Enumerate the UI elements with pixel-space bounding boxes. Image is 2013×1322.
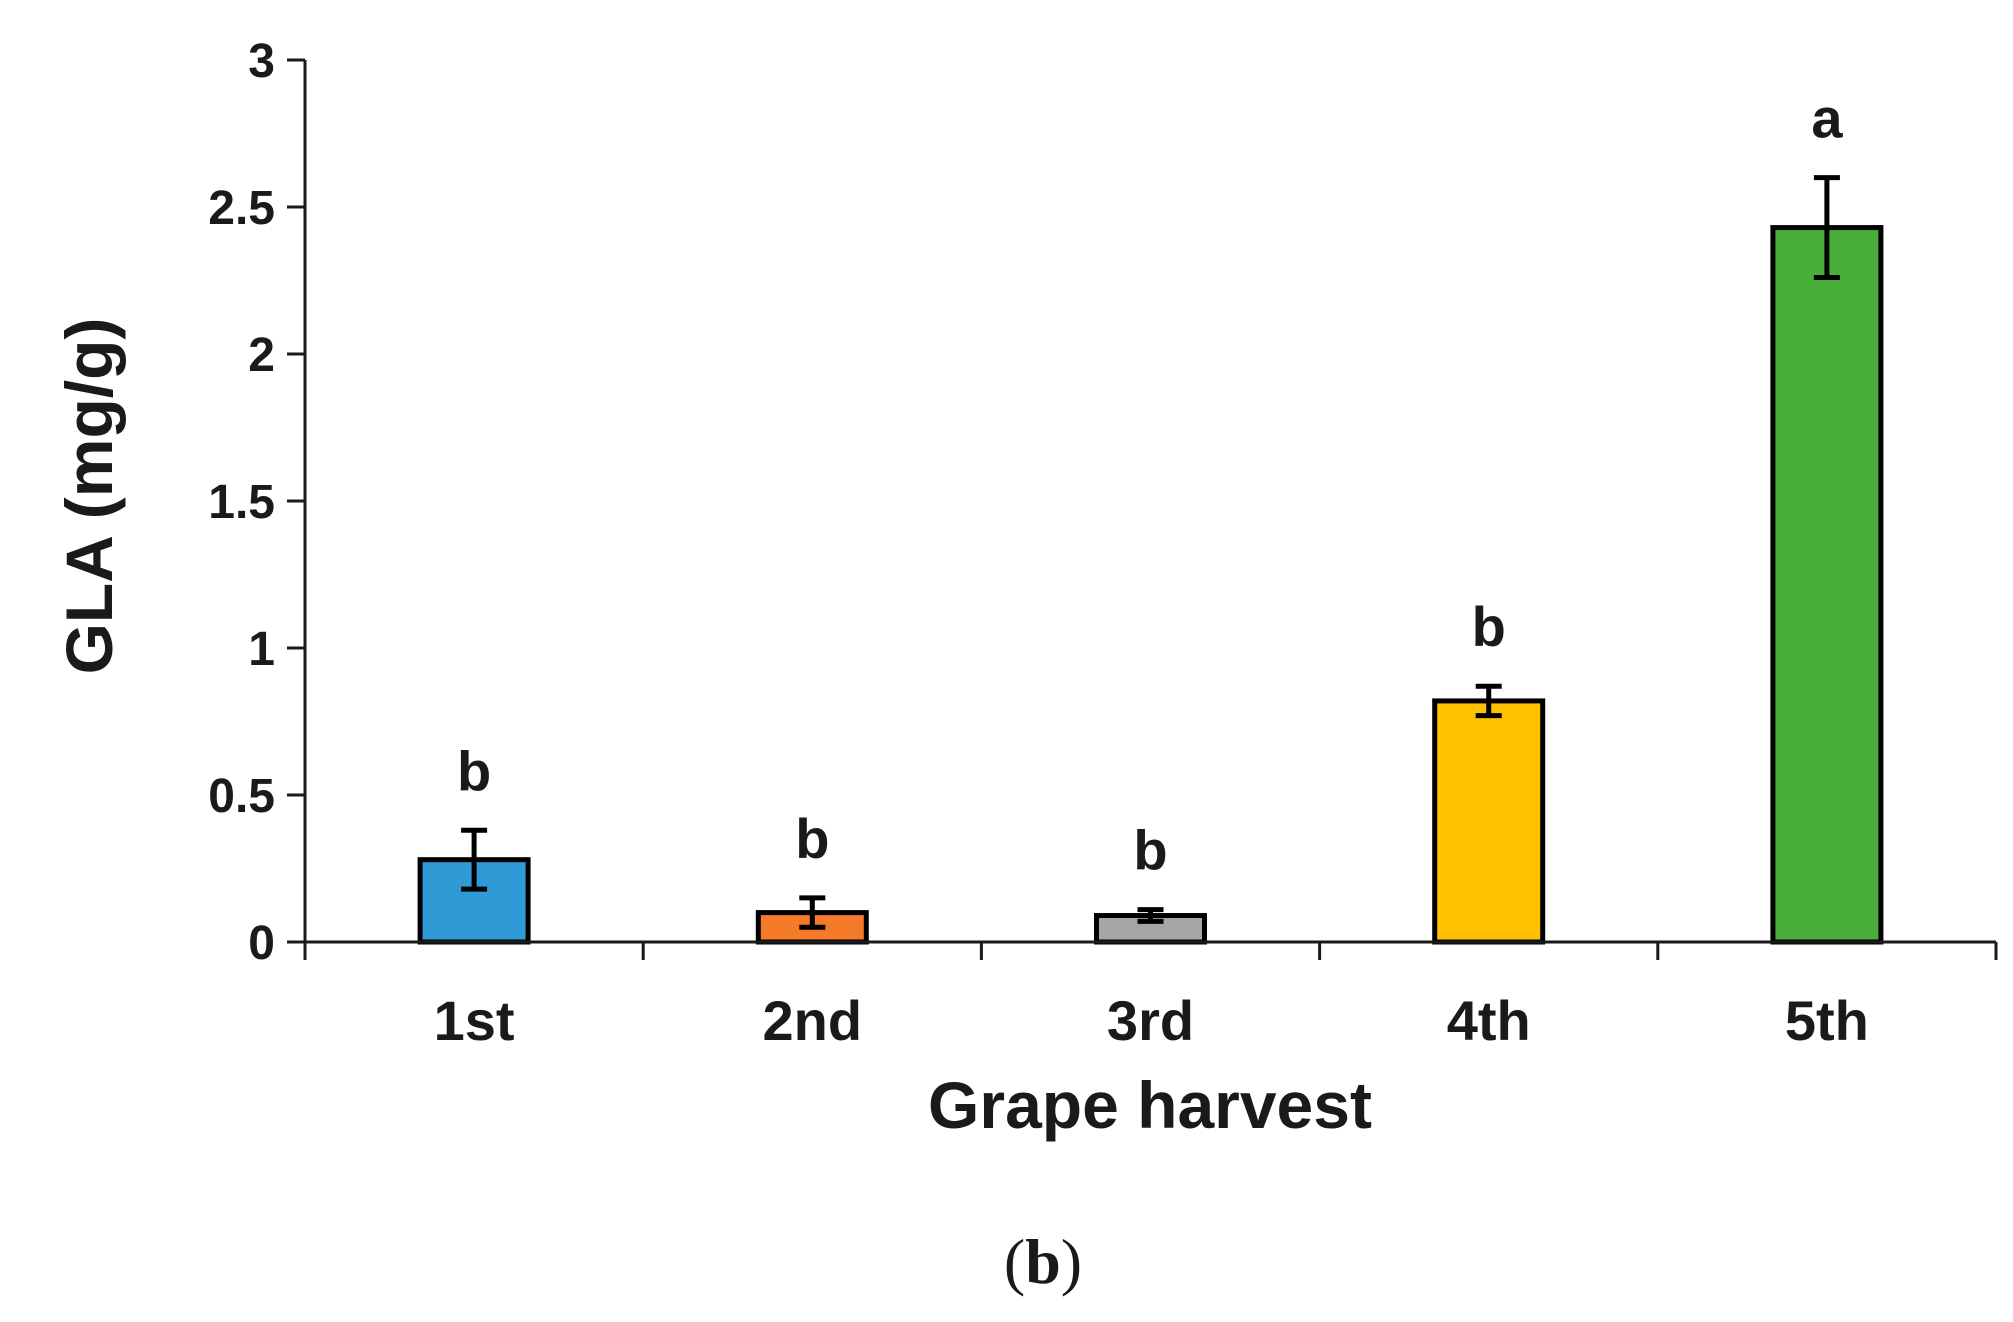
bar-5th — [1770, 225, 1884, 945]
panel-label-close: ) — [1061, 1226, 1082, 1297]
significance-letter-4th: b — [1472, 595, 1506, 658]
x-axis-ticks: 1st 2nd 3rd 4th 5th — [303, 942, 1998, 1052]
x-tick-label: 2nd — [763, 989, 863, 1052]
y-tick-label: 2.5 — [208, 182, 275, 235]
panel-label-open: ( — [1004, 1226, 1025, 1297]
significance-letter-1st: b — [457, 739, 491, 802]
y-tick-label: 0.5 — [208, 770, 275, 823]
x-tick-label: 1st — [434, 989, 515, 1052]
significance-letter-2nd: b — [795, 807, 829, 870]
y-axis-ticks: 0 0.5 1 1.5 2 2.5 3 — [208, 35, 305, 970]
x-tick-label: 3rd — [1107, 989, 1194, 1052]
panel-label: (b) — [1004, 1226, 1082, 1297]
x-tick-label: 5th — [1785, 989, 1869, 1052]
significance-letter-5th: a — [1811, 87, 1843, 150]
error-bars — [461, 175, 1840, 930]
bar-1st — [417, 857, 531, 945]
y-tick-label: 1.5 — [208, 476, 275, 529]
y-axis-title: GLA (mg/g) — [52, 318, 126, 675]
y-tick-label: 3 — [248, 35, 275, 88]
y-tick-label: 1 — [248, 623, 275, 676]
significance-labels: b b b b a — [457, 87, 1843, 882]
y-tick-label: 2 — [248, 329, 275, 382]
panel-label-letter: b — [1025, 1226, 1061, 1297]
significance-letter-3rd: b — [1133, 819, 1167, 882]
bar-4th — [1432, 698, 1546, 945]
x-tick-label: 4th — [1447, 989, 1531, 1052]
x-axis-title: Grape harvest — [928, 1068, 1372, 1142]
y-tick-label: 0 — [248, 917, 275, 970]
